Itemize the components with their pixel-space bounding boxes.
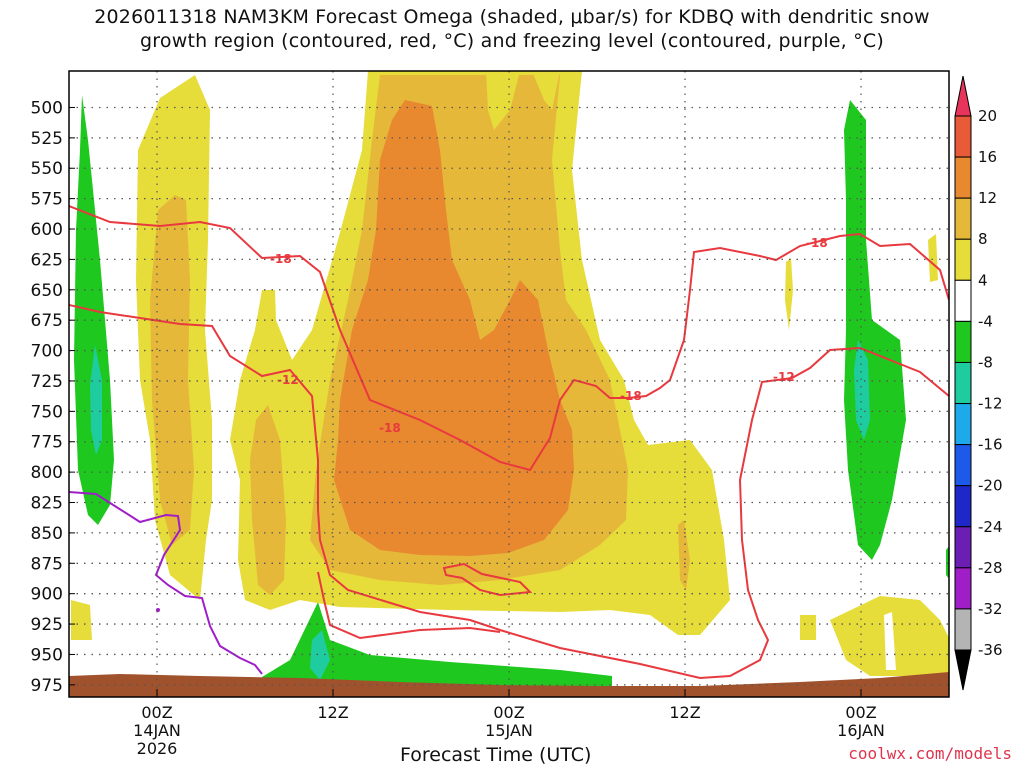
contour-minus12-left: [69, 304, 949, 680]
omega-shade-gold-small: [678, 520, 690, 590]
colorbar-swatch: [954, 115, 972, 158]
colorbar-labels: 20 16 12 8 4 -4 -8 -12 -16 -20 -24 -28 -32 -36: [978, 107, 1003, 659]
contour-label-minus18-c: -18: [620, 389, 642, 403]
x-tick-label: 00Z: [845, 703, 876, 722]
y-tick-label: 900: [31, 585, 63, 605]
y-tick-label: 500: [31, 98, 63, 118]
y-tick-label: 600: [31, 220, 63, 240]
contour-label-minus12-b: -12: [773, 370, 795, 384]
colorbar-swatch: [954, 238, 972, 281]
y-tick-label: 800: [31, 463, 63, 483]
colorbar: [954, 75, 972, 691]
omega-shade-gold-left: [150, 195, 194, 545]
x-tick-sublabel: 15JAN: [485, 721, 533, 740]
chart-title-line1: 2026011318 NAM3KM Forecast Omega (shaded…: [94, 6, 930, 28]
x-tick-label: 00Z: [493, 703, 524, 722]
colorbar-label: 20: [978, 107, 997, 125]
plot-frame: [68, 70, 950, 698]
y-axis-labels: 500 525 550 575 600 625 650 675 700 725 750 775 800 8…: [31, 98, 63, 695]
shaded-field: -18 -12 -18 -18 -12 -18: [69, 71, 949, 697]
omega-shade-teal-low: [310, 630, 330, 680]
x-tick-sublabel: 16JAN: [837, 721, 885, 740]
x-tick-label: 00Z: [141, 703, 172, 722]
y-tick-label: 675: [31, 311, 63, 331]
contour-freezing-level: [69, 491, 263, 675]
omega-shade-orange-main: [334, 100, 574, 556]
y-tick-label: 700: [31, 342, 63, 362]
colorbar-label: 8: [978, 230, 988, 248]
y-tick-label: 525: [31, 129, 63, 149]
omega-shade-yellow-spike1: [486, 71, 520, 130]
credit-text: coolwx.com/models: [848, 744, 1012, 763]
omega-shade-white-gap: [884, 612, 896, 670]
colorbar-label: -24: [978, 518, 1003, 536]
y-tick-label: 575: [31, 190, 63, 210]
y-tick-label: 950: [31, 645, 63, 665]
omega-shade-yellow-dot3: [800, 615, 816, 640]
y-tick-label: 925: [31, 615, 63, 635]
colorbar-swatch: [954, 197, 972, 240]
x-tick-sublabel: 2026: [137, 739, 178, 758]
x-tick-sublabel: 14JAN: [133, 721, 181, 740]
ground-surface: [69, 672, 949, 697]
contour-label-minus18-b: -18: [379, 421, 401, 435]
contour-label-minus18-d: -18: [806, 236, 828, 250]
x-tick-label: 12Z: [317, 703, 348, 722]
omega-shade-yellow-spike2: [532, 71, 560, 110]
colorbar-label: 16: [978, 148, 997, 166]
omega-shade-yellow-dot1: [785, 258, 793, 330]
y-tick-label: 850: [31, 524, 63, 544]
x-tick-label: 12Z: [669, 703, 700, 722]
colorbar-swatch: [954, 485, 972, 528]
y-tick-label: 875: [31, 554, 63, 574]
colorbar-label: -28: [978, 559, 1003, 577]
x-axis-title: Forecast Time (UTC): [400, 744, 592, 766]
colorbar-swatch: [954, 608, 972, 651]
colorbar-label: -32: [978, 600, 1003, 618]
colorbar-label: -20: [978, 477, 1003, 495]
colorbar-label: -36: [978, 641, 1003, 659]
y-tick-label: 650: [31, 281, 63, 301]
contour-label-minus18-a: -18: [270, 252, 292, 266]
omega-shade-teal-right: [854, 340, 870, 440]
colorbar-label: -8: [978, 353, 993, 371]
colorbar-label: -16: [978, 436, 1003, 454]
colorbar-swatch: [954, 444, 972, 487]
chart-title-line2: growth region (contoured, red, °C) and f…: [140, 30, 884, 52]
y-tick-label: 775: [31, 433, 63, 453]
contour-label-minus12-a: -12: [277, 373, 299, 387]
colorbar-swatch: [954, 526, 972, 569]
colorbar-label: -4: [978, 312, 993, 330]
y-tick-label: 825: [31, 494, 63, 514]
omega-shade-yellow-dot4: [71, 600, 92, 640]
contour-minus12-lower: [317, 571, 501, 640]
colorbar-swatch: [954, 403, 972, 446]
y-tick-label: 975: [31, 676, 63, 696]
colorbar-label: -12: [978, 395, 1003, 413]
y-tick-label: 750: [31, 402, 63, 422]
omega-shade-green-right: [844, 100, 906, 560]
omega-shade-yellow-dot2: [928, 234, 938, 282]
colorbar-label: 4: [978, 271, 988, 289]
y-tick-label: 625: [31, 250, 63, 270]
colorbar-swatch: [954, 320, 972, 363]
colorbar-bottom-triangle: [954, 649, 972, 691]
colorbar-swatch: [954, 156, 972, 199]
contour-minus18-left: [69, 205, 949, 472]
contour-minus18-loop: [442, 562, 533, 597]
colorbar-swatch: [954, 361, 972, 405]
y-tick-label: 550: [31, 159, 63, 179]
gridlines: [69, 71, 949, 697]
colorbar-swatch: [954, 279, 972, 322]
omega-shade-teal-left: [90, 345, 102, 455]
omega-shade-green-low: [262, 602, 612, 690]
colorbar-swatch: [954, 567, 972, 610]
colorbar-top-triangle: [954, 75, 972, 117]
y-tick-label: 725: [31, 372, 63, 392]
omega-shade-gold-mid: [250, 405, 286, 595]
colorbar-label: 12: [978, 189, 997, 207]
